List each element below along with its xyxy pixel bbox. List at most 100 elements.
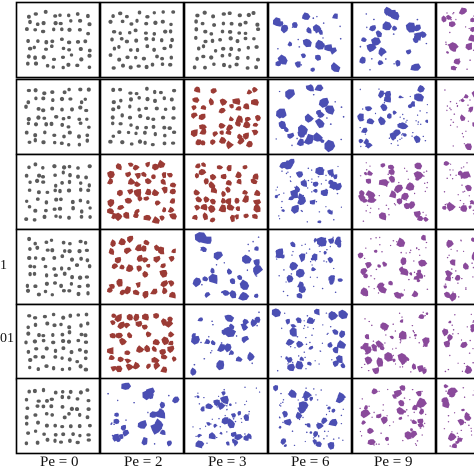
particle bbox=[289, 345, 292, 348]
particle bbox=[312, 93, 315, 96]
particle-cluster bbox=[309, 431, 313, 434]
particle bbox=[53, 173, 57, 177]
particle-cluster bbox=[234, 434, 243, 441]
particle bbox=[257, 268, 259, 271]
particle bbox=[386, 185, 388, 187]
particle-cluster bbox=[160, 178, 166, 185]
particle bbox=[27, 314, 32, 318]
particle bbox=[111, 29, 117, 34]
particle bbox=[278, 193, 280, 196]
particle-cluster bbox=[367, 197, 377, 203]
particle-cluster bbox=[144, 178, 152, 185]
particle bbox=[77, 28, 82, 32]
particle bbox=[58, 13, 62, 17]
particle bbox=[194, 35, 198, 40]
particle-cluster bbox=[291, 204, 299, 214]
particle-cluster bbox=[336, 340, 347, 349]
particle bbox=[319, 350, 322, 353]
particle bbox=[67, 179, 72, 185]
particle bbox=[325, 413, 328, 416]
particle bbox=[171, 10, 176, 14]
particle bbox=[462, 387, 465, 389]
particle bbox=[311, 334, 313, 337]
particle-cluster bbox=[134, 181, 141, 187]
particle bbox=[416, 114, 419, 116]
particle-cluster bbox=[443, 340, 450, 348]
particle bbox=[279, 404, 281, 406]
particle bbox=[61, 240, 66, 245]
particle bbox=[163, 29, 168, 34]
particle bbox=[465, 288, 467, 291]
particle bbox=[322, 37, 324, 39]
particle-cluster bbox=[118, 434, 124, 440]
particle bbox=[79, 57, 84, 62]
particle bbox=[44, 40, 49, 45]
particle bbox=[378, 208, 380, 210]
particle-cluster bbox=[396, 198, 403, 205]
particle bbox=[78, 105, 83, 110]
particle-cluster bbox=[237, 137, 245, 145]
particle bbox=[381, 251, 383, 253]
particle bbox=[410, 371, 412, 373]
particle-cluster bbox=[165, 320, 174, 328]
particle-cluster bbox=[243, 103, 250, 110]
particle-cluster bbox=[410, 430, 418, 439]
particle bbox=[135, 18, 139, 23]
particle-cluster bbox=[190, 367, 197, 376]
particle bbox=[370, 443, 372, 445]
particle-cluster bbox=[378, 212, 387, 221]
particle bbox=[333, 276, 336, 278]
particle bbox=[60, 356, 64, 360]
particle bbox=[144, 21, 149, 26]
particle bbox=[333, 218, 335, 221]
particle bbox=[452, 291, 454, 293]
particle-cluster bbox=[461, 408, 465, 412]
particle bbox=[74, 407, 80, 412]
particle bbox=[340, 106, 343, 108]
particle bbox=[53, 355, 58, 359]
particle-cluster bbox=[460, 171, 471, 179]
particle bbox=[235, 39, 240, 44]
particle bbox=[45, 190, 50, 195]
particle bbox=[316, 276, 318, 279]
particle-cluster bbox=[124, 350, 131, 355]
particle bbox=[365, 295, 367, 297]
particle bbox=[118, 31, 122, 35]
particle bbox=[456, 250, 458, 252]
particle bbox=[42, 116, 47, 120]
particle-cluster bbox=[403, 202, 410, 210]
particle bbox=[220, 402, 223, 404]
particle-cluster bbox=[228, 116, 234, 122]
particle bbox=[199, 428, 201, 430]
particle bbox=[228, 36, 233, 41]
particle-cluster bbox=[200, 406, 205, 412]
particle-cluster bbox=[124, 322, 131, 329]
particle bbox=[291, 430, 294, 432]
particle bbox=[153, 443, 156, 445]
particle bbox=[33, 28, 38, 32]
particle bbox=[409, 182, 412, 184]
particle-cluster bbox=[363, 171, 367, 176]
particle bbox=[61, 117, 66, 121]
particle-cluster bbox=[363, 272, 369, 279]
simulation-panel bbox=[15, 78, 101, 156]
particle bbox=[305, 252, 308, 254]
particle bbox=[321, 240, 323, 243]
particle bbox=[362, 119, 365, 121]
particle bbox=[461, 184, 463, 186]
particle bbox=[359, 175, 362, 177]
particle bbox=[67, 87, 71, 92]
particle bbox=[463, 362, 466, 365]
particle-cluster bbox=[243, 414, 249, 421]
particle bbox=[316, 15, 318, 18]
particle bbox=[402, 439, 404, 442]
particle bbox=[305, 368, 307, 370]
particle bbox=[455, 174, 457, 176]
particle bbox=[74, 263, 80, 267]
particle bbox=[121, 63, 125, 68]
particle-cluster bbox=[208, 432, 216, 440]
particle-cluster bbox=[127, 188, 134, 195]
particle-cluster bbox=[117, 321, 125, 330]
particle bbox=[417, 392, 419, 394]
particle bbox=[235, 56, 240, 61]
